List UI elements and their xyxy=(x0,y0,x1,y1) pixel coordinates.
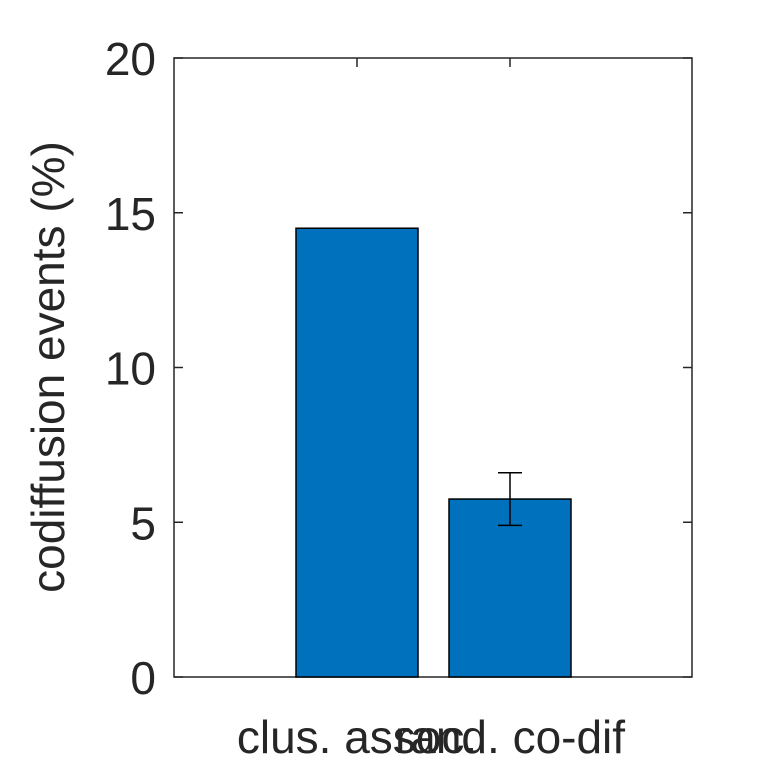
x-tick-label: rand. co-dif xyxy=(395,711,625,763)
y-axis-ticks: 0 5 10 15 20 xyxy=(105,33,692,704)
y-tick-label: 20 xyxy=(105,33,156,85)
y-tick-label: 15 xyxy=(105,188,156,240)
bar-1 xyxy=(295,227,419,678)
y-tick-label: 0 xyxy=(130,652,156,704)
plot-frame xyxy=(173,57,693,678)
x-tick-label: clus. assoc. xyxy=(237,711,477,763)
y-tick-label: 5 xyxy=(130,497,156,549)
y-axis-label: codiffusion events (%) xyxy=(22,141,74,593)
error-bars xyxy=(498,471,522,527)
y-tick-label: 10 xyxy=(105,343,156,395)
bars xyxy=(295,227,572,678)
bar-2 xyxy=(448,498,572,678)
x-axis-labels: clus. assoc.rand. co-dif xyxy=(237,711,625,763)
